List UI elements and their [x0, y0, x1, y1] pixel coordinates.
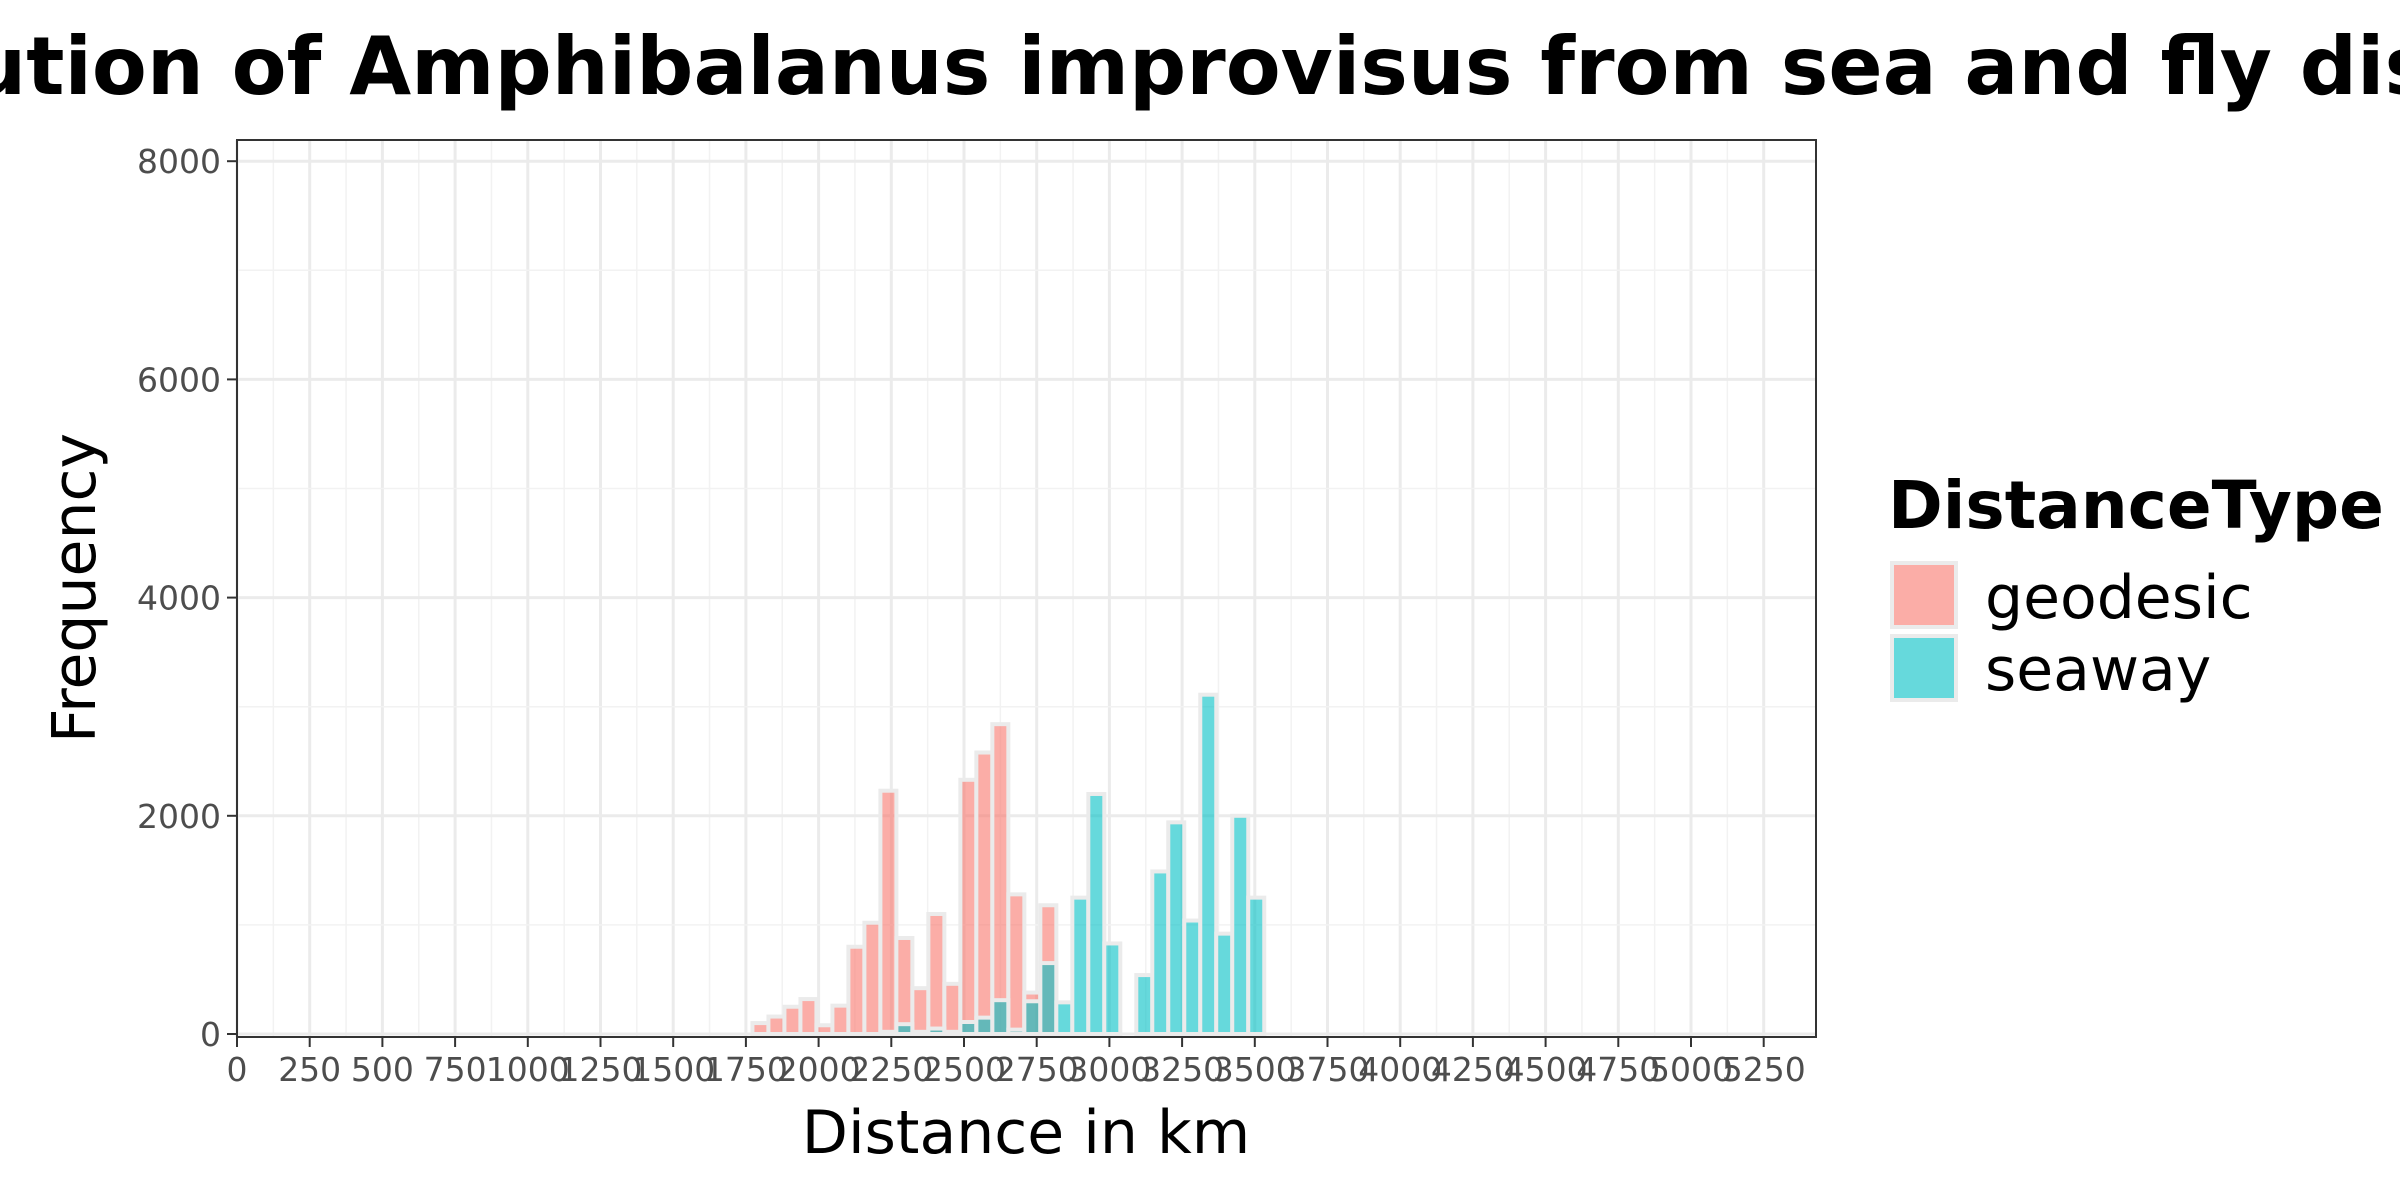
bar-seaway — [958, 1019, 979, 1037]
y-tick-label: 0 — [200, 1015, 221, 1054]
bar-geodesic — [750, 1021, 771, 1037]
bar-seaway — [926, 1026, 947, 1037]
x-tick-label: 4500 — [1504, 1050, 1588, 1089]
x-tick-label: 5250 — [1722, 1050, 1806, 1089]
bar-seaway — [1198, 692, 1219, 1036]
bar-seaway — [1022, 999, 1043, 1037]
histogram-bars — [750, 692, 1267, 1037]
x-tick-label: 2250 — [849, 1050, 933, 1089]
x-tick-label: 2500 — [922, 1050, 1006, 1089]
y-tick-label: 6000 — [137, 360, 221, 399]
bar-seaway — [1182, 918, 1203, 1037]
bar-seaway — [910, 1029, 931, 1036]
x-tick-label: 4000 — [1358, 1050, 1442, 1089]
bar-geodesic — [990, 722, 1011, 1036]
x-tick-label: 500 — [351, 1050, 414, 1089]
panel-border — [236, 139, 1817, 1038]
bar-geodesic — [782, 1004, 803, 1036]
bar-seaway — [1246, 895, 1267, 1036]
x-tick-label: 3750 — [1286, 1050, 1370, 1089]
bar-seaway — [1038, 961, 1059, 1037]
legend-key-geodesic — [1890, 561, 1958, 629]
legend-title: DistanceType — [1888, 467, 2384, 544]
bar-seaway — [1230, 813, 1251, 1036]
bar-geodesic — [910, 986, 931, 1036]
x-tick-label: 2750 — [995, 1050, 1079, 1089]
bar-geodesic — [798, 997, 819, 1037]
grid-lines — [235, 140, 1816, 1037]
legend-key-seaway — [1890, 634, 1958, 702]
bar-geodesic — [862, 920, 883, 1037]
legend-label-geodesic: geodesic — [1985, 563, 2253, 633]
bar-seaway — [878, 1029, 899, 1036]
bar-seaway — [1214, 931, 1235, 1036]
bar-seaway — [894, 1022, 915, 1037]
x-tick-label: 3250 — [1140, 1050, 1224, 1089]
panel-background — [237, 140, 1816, 1037]
bar-seaway — [942, 1029, 963, 1036]
x-tick-label: 750 — [424, 1050, 487, 1089]
bar-seaway — [1054, 1000, 1075, 1037]
x-tick-label: 4250 — [1431, 1050, 1515, 1089]
bar-geodesic — [894, 935, 915, 1037]
y-axis-title: Frequency — [40, 433, 110, 743]
bar-geodesic — [814, 1023, 835, 1036]
x-tick-label: 1000 — [486, 1050, 570, 1089]
bar-geodesic — [958, 777, 979, 1036]
x-tick-label: 0 — [227, 1050, 248, 1089]
bar-geodesic — [942, 981, 963, 1037]
bar-geodesic — [1006, 892, 1027, 1036]
bar-geodesic — [974, 750, 995, 1036]
x-tick-label: 250 — [278, 1050, 341, 1089]
y-tick-label: 4000 — [137, 579, 221, 618]
bar-seaway — [1134, 973, 1155, 1036]
bar-geodesic — [878, 788, 899, 1036]
x-tick-label: 1750 — [704, 1050, 788, 1089]
legend-label-seaway: seaway — [1985, 635, 2211, 705]
legend: DistanceType geodesic seaway — [1888, 467, 2384, 705]
x-axis-title: Distance in km — [802, 1098, 1250, 1168]
y-tick-label: 2000 — [137, 797, 221, 836]
bar-geodesic — [830, 1003, 851, 1036]
x-tick-label: 2000 — [777, 1050, 861, 1089]
bar-seaway — [1150, 869, 1171, 1036]
chart-title: Distribution of Amphibalanus improvisus … — [0, 20, 2400, 113]
axis-ticks: 0 250 500 750 100012501500175020002250250027… — [137, 142, 1806, 1089]
bar-seaway — [1070, 895, 1091, 1036]
x-tick-label: 1500 — [631, 1050, 715, 1089]
x-tick-label: 4750 — [1576, 1050, 1660, 1089]
bar-geodesic — [766, 1014, 787, 1037]
bar-seaway — [990, 998, 1011, 1037]
bar-geodesic — [926, 911, 947, 1036]
x-tick-label: 1250 — [559, 1050, 643, 1089]
bar-seaway — [1006, 1027, 1027, 1036]
x-tick-label: 3000 — [1067, 1050, 1151, 1089]
bar-seaway — [1086, 791, 1107, 1036]
x-tick-label: 3500 — [1213, 1050, 1297, 1089]
bar-geodesic — [846, 944, 867, 1036]
y-tick-label: 8000 — [137, 142, 221, 181]
bar-seaway — [1102, 941, 1123, 1037]
bar-seaway — [974, 1015, 995, 1037]
x-tick-label: 5000 — [1649, 1050, 1733, 1089]
bar-seaway — [1166, 820, 1187, 1037]
